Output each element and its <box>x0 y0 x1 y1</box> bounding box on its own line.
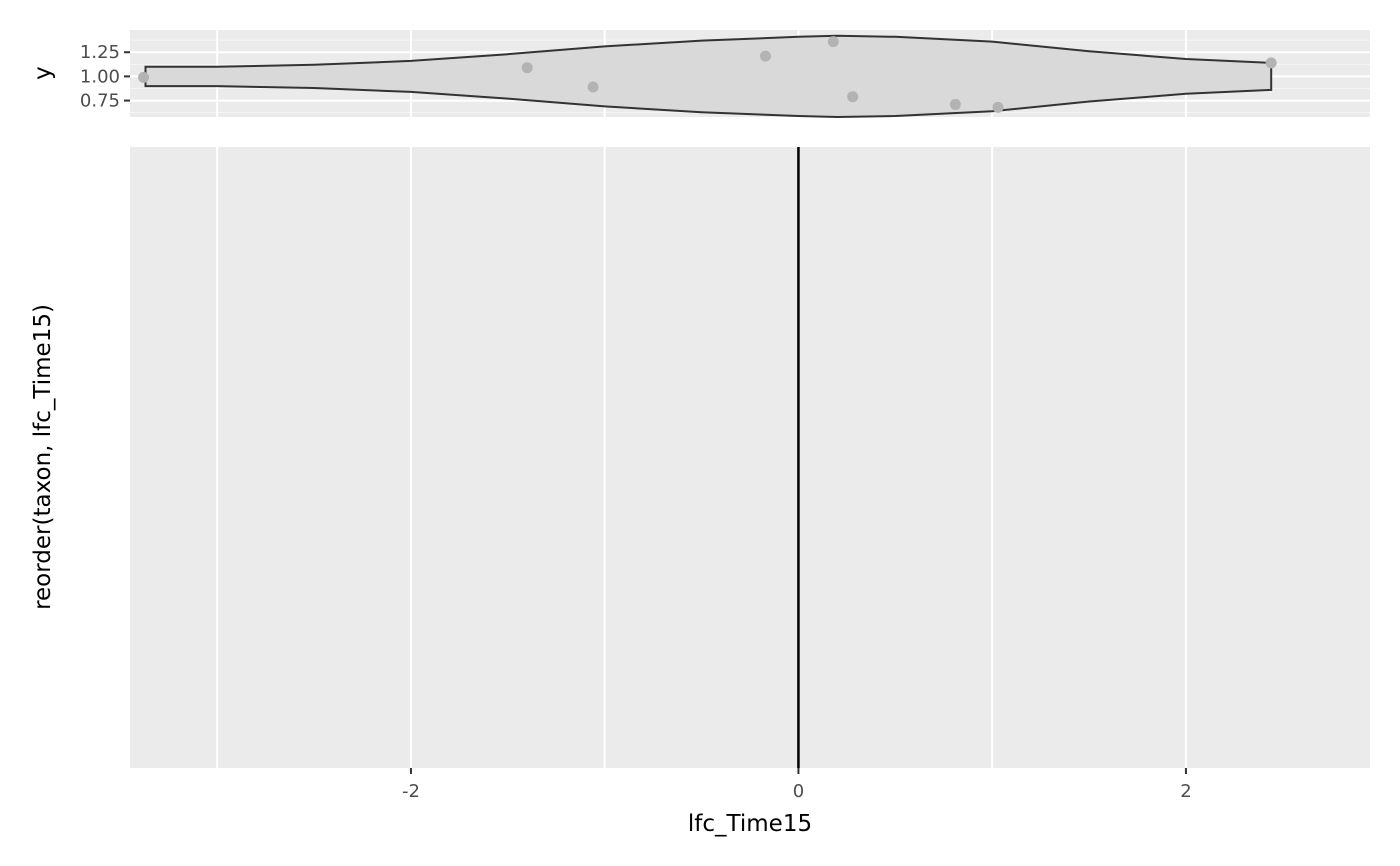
y-tick-label: 1.00 <box>80 66 120 87</box>
data-point <box>138 71 150 83</box>
violin-shape <box>144 34 1273 119</box>
x-tick-label: -2 <box>402 781 420 802</box>
x-tick-label: 0 <box>793 781 804 802</box>
x-tick-label: 2 <box>1180 781 1191 802</box>
data-point <box>521 62 533 74</box>
violin-panel: 0.75 1.00 1.25 y <box>30 30 1370 119</box>
data-point <box>847 91 859 103</box>
y-tick-label: 0.75 <box>80 91 120 112</box>
data-point <box>992 101 1004 113</box>
y-tick-label: 1.25 <box>80 42 120 63</box>
data-point <box>949 98 961 110</box>
data-point <box>1265 57 1277 69</box>
data-point <box>760 50 771 62</box>
y-axis-title: reorder(taxon, lfc_Time15) <box>30 304 56 610</box>
violin-points <box>138 36 1277 113</box>
main-x-ticks: -2 0 2 <box>402 768 1192 802</box>
main-panel: -2 0 2 lfc_Time15 reorder(taxon, lfc_Time1… <box>30 147 1370 837</box>
x-axis-title: lfc_Time15 <box>688 811 812 837</box>
data-point <box>587 81 599 93</box>
violin-y-axis-title: y <box>30 66 56 80</box>
main-panel-background <box>130 147 1370 768</box>
violin-y-ticks: 0.75 1.00 1.25 <box>80 42 130 112</box>
data-point <box>827 36 839 48</box>
